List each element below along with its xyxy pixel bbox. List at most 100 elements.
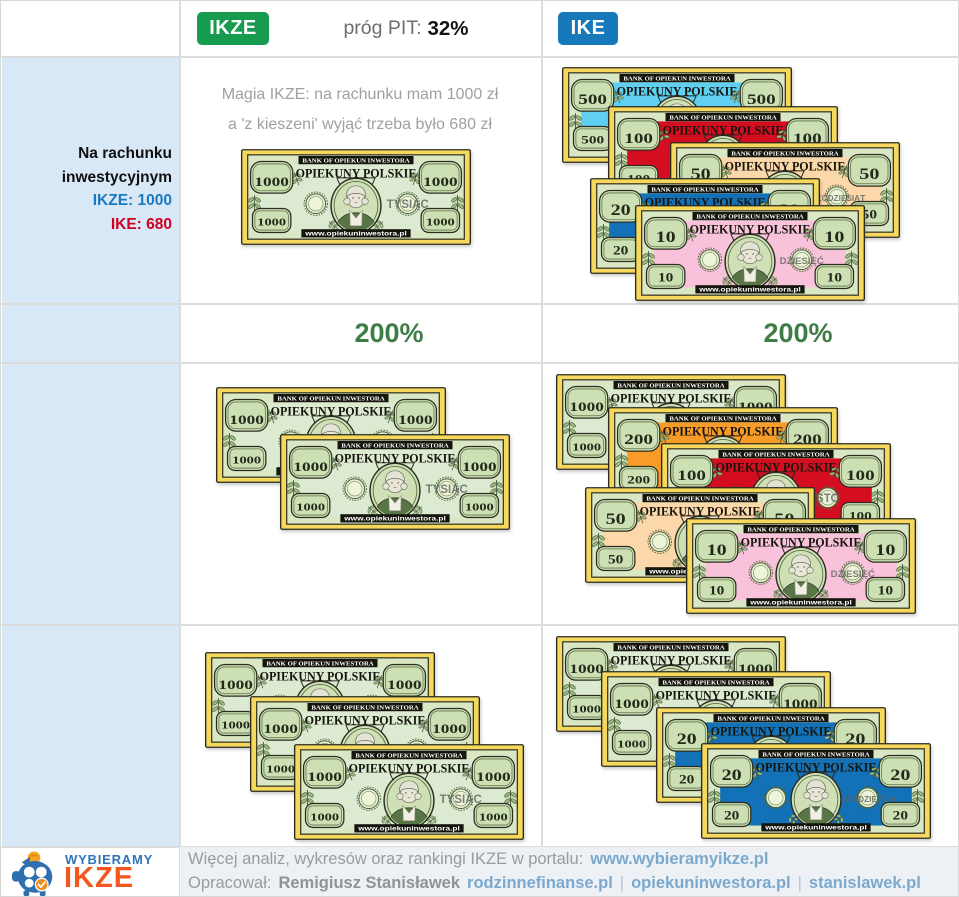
svg-text:OPIEKUNY POLSKIE: OPIEKUNY POLSKIE: [305, 713, 426, 727]
svg-text:20: 20: [848, 772, 863, 786]
banknote-1000: BANK OF OPIEKUN INWESTORA OPIEKUNY POLSK…: [216, 387, 446, 483]
svg-text:200: 200: [627, 474, 651, 486]
svg-text:OPIEKUNY POLSKIE: OPIEKUNY POLSKIE: [645, 195, 766, 209]
svg-text:10: 10: [709, 583, 724, 597]
svg-text:50: 50: [691, 164, 711, 183]
svg-text:www.opiekuninwestora.pl: www.opiekuninwestora.pl: [719, 789, 822, 795]
divider-line: [179, 1, 181, 896]
svg-text:1000: 1000: [462, 459, 497, 474]
svg-text:www.opiekuninwestora.pl: www.opiekuninwestora.pl: [619, 456, 722, 462]
svg-text:www.opiekuninwestora.pl: www.opiekuninwestora.pl: [625, 149, 728, 155]
svg-text:BANK OF OPIEKUN INWESTORA: BANK OF OPIEKUN INWESTORA: [623, 76, 731, 82]
svg-text:500: 500: [578, 92, 607, 108]
svg-text:OPIEKUNY POLSKIE: OPIEKUNY POLSKIE: [741, 535, 862, 549]
svg-text:www.opiekuninwestora.pl: www.opiekuninwestora.pl: [268, 734, 371, 740]
footer-line1-text: Więcej analiz, wykresów oraz rankingi IK…: [188, 850, 584, 868]
svg-text:20: 20: [779, 200, 799, 219]
svg-text:TYSIĄC: TYSIĄC: [426, 484, 468, 496]
row1-ikze-value: IKZE: 1000: [92, 192, 172, 209]
svg-text:1000: 1000: [423, 174, 458, 189]
svg-text:OPIEKUNY POLSKIE: OPIEKUNY POLSKIE: [611, 391, 732, 405]
svg-text:1000: 1000: [476, 769, 511, 784]
svg-text:1000: 1000: [296, 502, 325, 513]
svg-text:200: 200: [796, 474, 820, 486]
svg-text:TYSIĄC: TYSIĄC: [747, 721, 789, 733]
svg-text:BANK OF OPIEKUN INWESTORA: BANK OF OPIEKUN INWESTORA: [355, 753, 463, 759]
svg-text:20: 20: [722, 765, 742, 784]
row1-label-line1: Na rachunku: [78, 145, 172, 162]
divider-line: [1, 362, 958, 364]
svg-text:200: 200: [624, 432, 653, 448]
svg-text:BANK OF OPIEKUN INWESTORA: BANK OF OPIEKUN INWESTORA: [617, 645, 725, 651]
svg-text:TYSIĄC: TYSIĄC: [702, 424, 744, 436]
svg-text:www.opiekuninwestora.pl: www.opiekuninwestora.pl: [343, 516, 446, 522]
svg-text:100: 100: [846, 468, 875, 484]
svg-text:1000: 1000: [387, 677, 422, 692]
svg-text:OPIEKUNY POLSKIE: OPIEKUNY POLSKIE: [271, 404, 392, 418]
svg-text:BANK OF OPIEKUN INWESTORA: BANK OF OPIEKUN INWESTORA: [696, 214, 804, 220]
link-wybieramyikze[interactable]: www.wybieramyikze.pl: [590, 850, 769, 868]
banknote-20: BANK OF OPIEKUN INWESTORA OPIEKUNY POLSK…: [656, 707, 886, 803]
svg-text:1000: 1000: [435, 764, 464, 775]
svg-text:OPIEKUNY POLSKIE: OPIEKUNY POLSKIE: [663, 424, 784, 438]
svg-text:10: 10: [827, 270, 842, 284]
divider-line: [541, 1, 543, 846]
svg-text:1000: 1000: [293, 459, 328, 474]
svg-text:www.opiekuninwestora.pl: www.opiekuninwestora.pl: [304, 231, 407, 237]
footer-line2-prefix: Opracował:: [188, 874, 272, 892]
banknote-1000: BANK OF OPIEKUN INWESTORA OPIEKUNY POLSK…: [250, 696, 480, 792]
banknote-1000: BANK OF OPIEKUN INWESTORA OPIEKUNY POLSK…: [601, 671, 831, 767]
row1-label-cell: Na rachunku inwestycyjnym IKZE: 1000 IKE…: [2, 58, 179, 303]
svg-text:50: 50: [693, 207, 708, 221]
link-opiekuninwestora[interactable]: opiekuninwestora.pl: [631, 874, 791, 892]
footer-separator: |: [797, 874, 802, 892]
svg-text:1000: 1000: [738, 399, 773, 414]
svg-text:BANK OF OPIEKUN INWESTORA: BANK OF OPIEKUN INWESTORA: [717, 716, 825, 722]
svg-text:50: 50: [862, 207, 877, 221]
svg-text:BANK OF OPIEKUN INWESTORA: BANK OF OPIEKUN INWESTORA: [277, 396, 385, 402]
svg-text:20: 20: [613, 243, 628, 257]
svg-text:OPIEKUNY POLSKIE: OPIEKUNY POLSKIE: [663, 123, 784, 137]
svg-text:BANK OF OPIEKUN INWESTORA: BANK OF OPIEKUN INWESTORA: [617, 383, 725, 389]
svg-text:1000: 1000: [432, 721, 467, 736]
ikze-column-badge: IKZE: [197, 12, 269, 45]
svg-text:500: 500: [747, 92, 776, 108]
svg-text:20: 20: [782, 243, 797, 257]
footer-panel: [180, 847, 958, 896]
svg-text:BANK OF OPIEKUN INWESTORA: BANK OF OPIEKUN INWESTORA: [266, 661, 374, 667]
svg-text:OPIEKUNY POLSKIE: OPIEKUNY POLSKIE: [260, 669, 381, 683]
svg-text:1000: 1000: [783, 696, 818, 711]
svg-text:50: 50: [606, 509, 626, 528]
svg-text:PIĘĆSET: PIĘĆSET: [708, 117, 749, 129]
svg-text:www.opiekuninwestora.pl: www.opiekuninwestora.pl: [764, 825, 867, 831]
svg-text:www.opiekuninwestora.pl: www.opiekuninwestora.pl: [671, 489, 774, 495]
divider-line: [1, 624, 958, 626]
svg-text:www.opiekuninwestora.pl: www.opiekuninwestora.pl: [664, 753, 767, 759]
banknote-20: BANK OF OPIEKUN INWESTORA OPIEKUNY POLSK…: [701, 743, 931, 839]
svg-text:DWIEŚCIE: DWIEŚCIE: [751, 457, 799, 469]
row1-label-line2: inwestycyjnym: [61, 168, 172, 186]
ikze-magic-caption: Magia IKZE: na rachunku mam 1000 zł a 'z…: [179, 80, 541, 140]
svg-text:100: 100: [624, 131, 653, 147]
banknote-1000: BANK OF OPIEKUN INWESTORA OPIEKUNY POLSK…: [556, 374, 786, 470]
svg-text:DWADZIEŚCIA: DWADZIEŚCIA: [794, 757, 852, 768]
svg-text:500: 500: [750, 134, 774, 146]
svg-text:1000: 1000: [572, 442, 601, 453]
svg-text:20: 20: [845, 729, 865, 748]
svg-text:100: 100: [627, 173, 651, 185]
footer-line2: Opracował: Remigiusz Stanisławek rodzinn…: [188, 874, 921, 893]
divider-line: [1, 56, 958, 58]
link-stanislawek[interactable]: stanislawek.pl: [808, 874, 921, 892]
svg-text:DZIESIĘĆ: DZIESIĘĆ: [780, 255, 824, 267]
svg-text:BANK OF OPIEKUN INWESTORA: BANK OF OPIEKUN INWESTORA: [669, 416, 777, 422]
svg-text:100: 100: [680, 510, 704, 522]
svg-text:10: 10: [658, 270, 673, 284]
svg-text:20: 20: [611, 200, 631, 219]
svg-text:OPIEKUNY POLSKIE: OPIEKUNY POLSKIE: [611, 653, 732, 667]
svg-text:OPIEKUNY POLSKIE: OPIEKUNY POLSKIE: [756, 760, 877, 774]
link-rodzinnefinanse[interactable]: rodzinnefinanse.pl: [467, 874, 613, 892]
brand-bottom-text: IKZE: [64, 862, 135, 894]
svg-text:1000: 1000: [569, 399, 604, 414]
banknote-1000: BANK OF OPIEKUN INWESTORA OPIEKUNY POLSK…: [241, 149, 471, 245]
svg-text:10: 10: [824, 227, 844, 246]
